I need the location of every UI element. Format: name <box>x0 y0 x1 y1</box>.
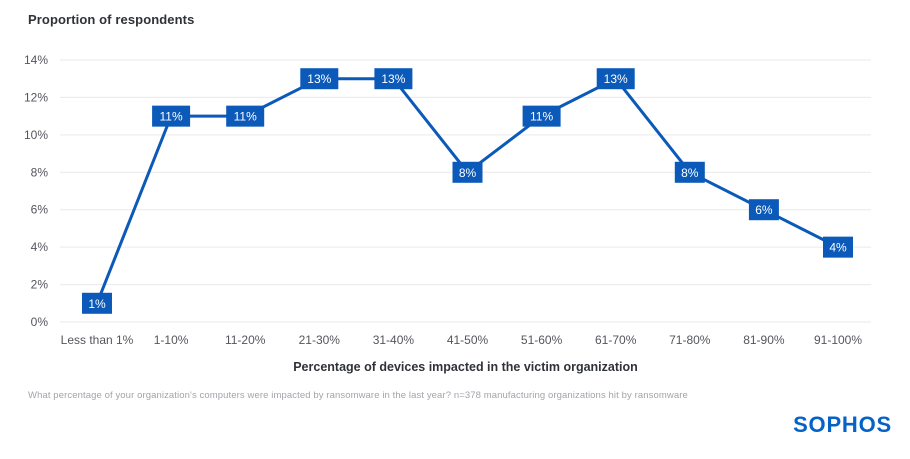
x-tick-label: 11-20% <box>225 333 266 347</box>
data-point-label: 6% <box>755 203 773 217</box>
data-point-label-box <box>152 105 191 127</box>
data-point-label: 1% <box>88 297 106 311</box>
x-tick-label: 81-90% <box>743 333 785 347</box>
data-point-label: 8% <box>681 166 699 180</box>
data-point-label: 8% <box>459 166 477 180</box>
x-axis-title: Percentage of devices impacted in the vi… <box>293 360 638 374</box>
data-point-label: 11% <box>234 110 257 124</box>
data-point-label: 11% <box>160 110 183 124</box>
data-point-label-box <box>82 292 112 314</box>
data-point-label: 4% <box>829 241 847 255</box>
data-point-label-box <box>374 68 413 90</box>
data-point-label-box <box>674 161 705 183</box>
x-tick-label: 31-40% <box>373 333 415 347</box>
data-point-label-box <box>596 68 635 90</box>
data-point-label: 13% <box>381 72 405 86</box>
survey-footnote: What percentage of your organization's c… <box>28 390 688 401</box>
data-point-label-box <box>823 236 853 258</box>
data-point-label-box <box>226 105 265 127</box>
y-tick-label: 12% <box>24 90 48 104</box>
x-tick-label: 91-100% <box>814 333 862 347</box>
series-line <box>95 77 840 305</box>
data-point-label-box <box>452 161 483 183</box>
data-point-label: 13% <box>604 72 628 86</box>
x-tick-label: 71-80% <box>669 333 711 347</box>
y-tick-label: 4% <box>31 240 49 254</box>
line-chart: 0% 2% 4% 6% 8% 10% 12% 14% Less than 1% 1-10% 11-2… <box>24 53 871 347</box>
y-tick-label: 0% <box>31 315 49 329</box>
data-point-label: 13% <box>307 72 331 86</box>
y-tick-label: 6% <box>31 203 49 217</box>
y-tick-label: 2% <box>31 278 49 292</box>
y-tick-label: 14% <box>24 53 48 67</box>
chart-title: Proportion of respondents <box>28 12 195 27</box>
data-point-label-box <box>300 68 339 90</box>
x-tick-label: 51-60% <box>521 333 563 347</box>
data-point-label-box <box>748 199 779 221</box>
x-tick-label: 1-10% <box>154 333 189 347</box>
x-tick-label: 61-70% <box>595 333 637 347</box>
x-tick-label: 41-50% <box>447 333 489 347</box>
data-point-label-box <box>522 105 561 127</box>
x-tick-label: Less than 1% <box>61 333 134 347</box>
data-point-label: 11% <box>530 110 553 124</box>
y-tick-label: 8% <box>31 165 49 179</box>
y-tick-label: 10% <box>24 128 48 142</box>
sophos-logo: SOPHOS <box>793 411 892 438</box>
x-tick-label: 21-30% <box>299 333 341 347</box>
